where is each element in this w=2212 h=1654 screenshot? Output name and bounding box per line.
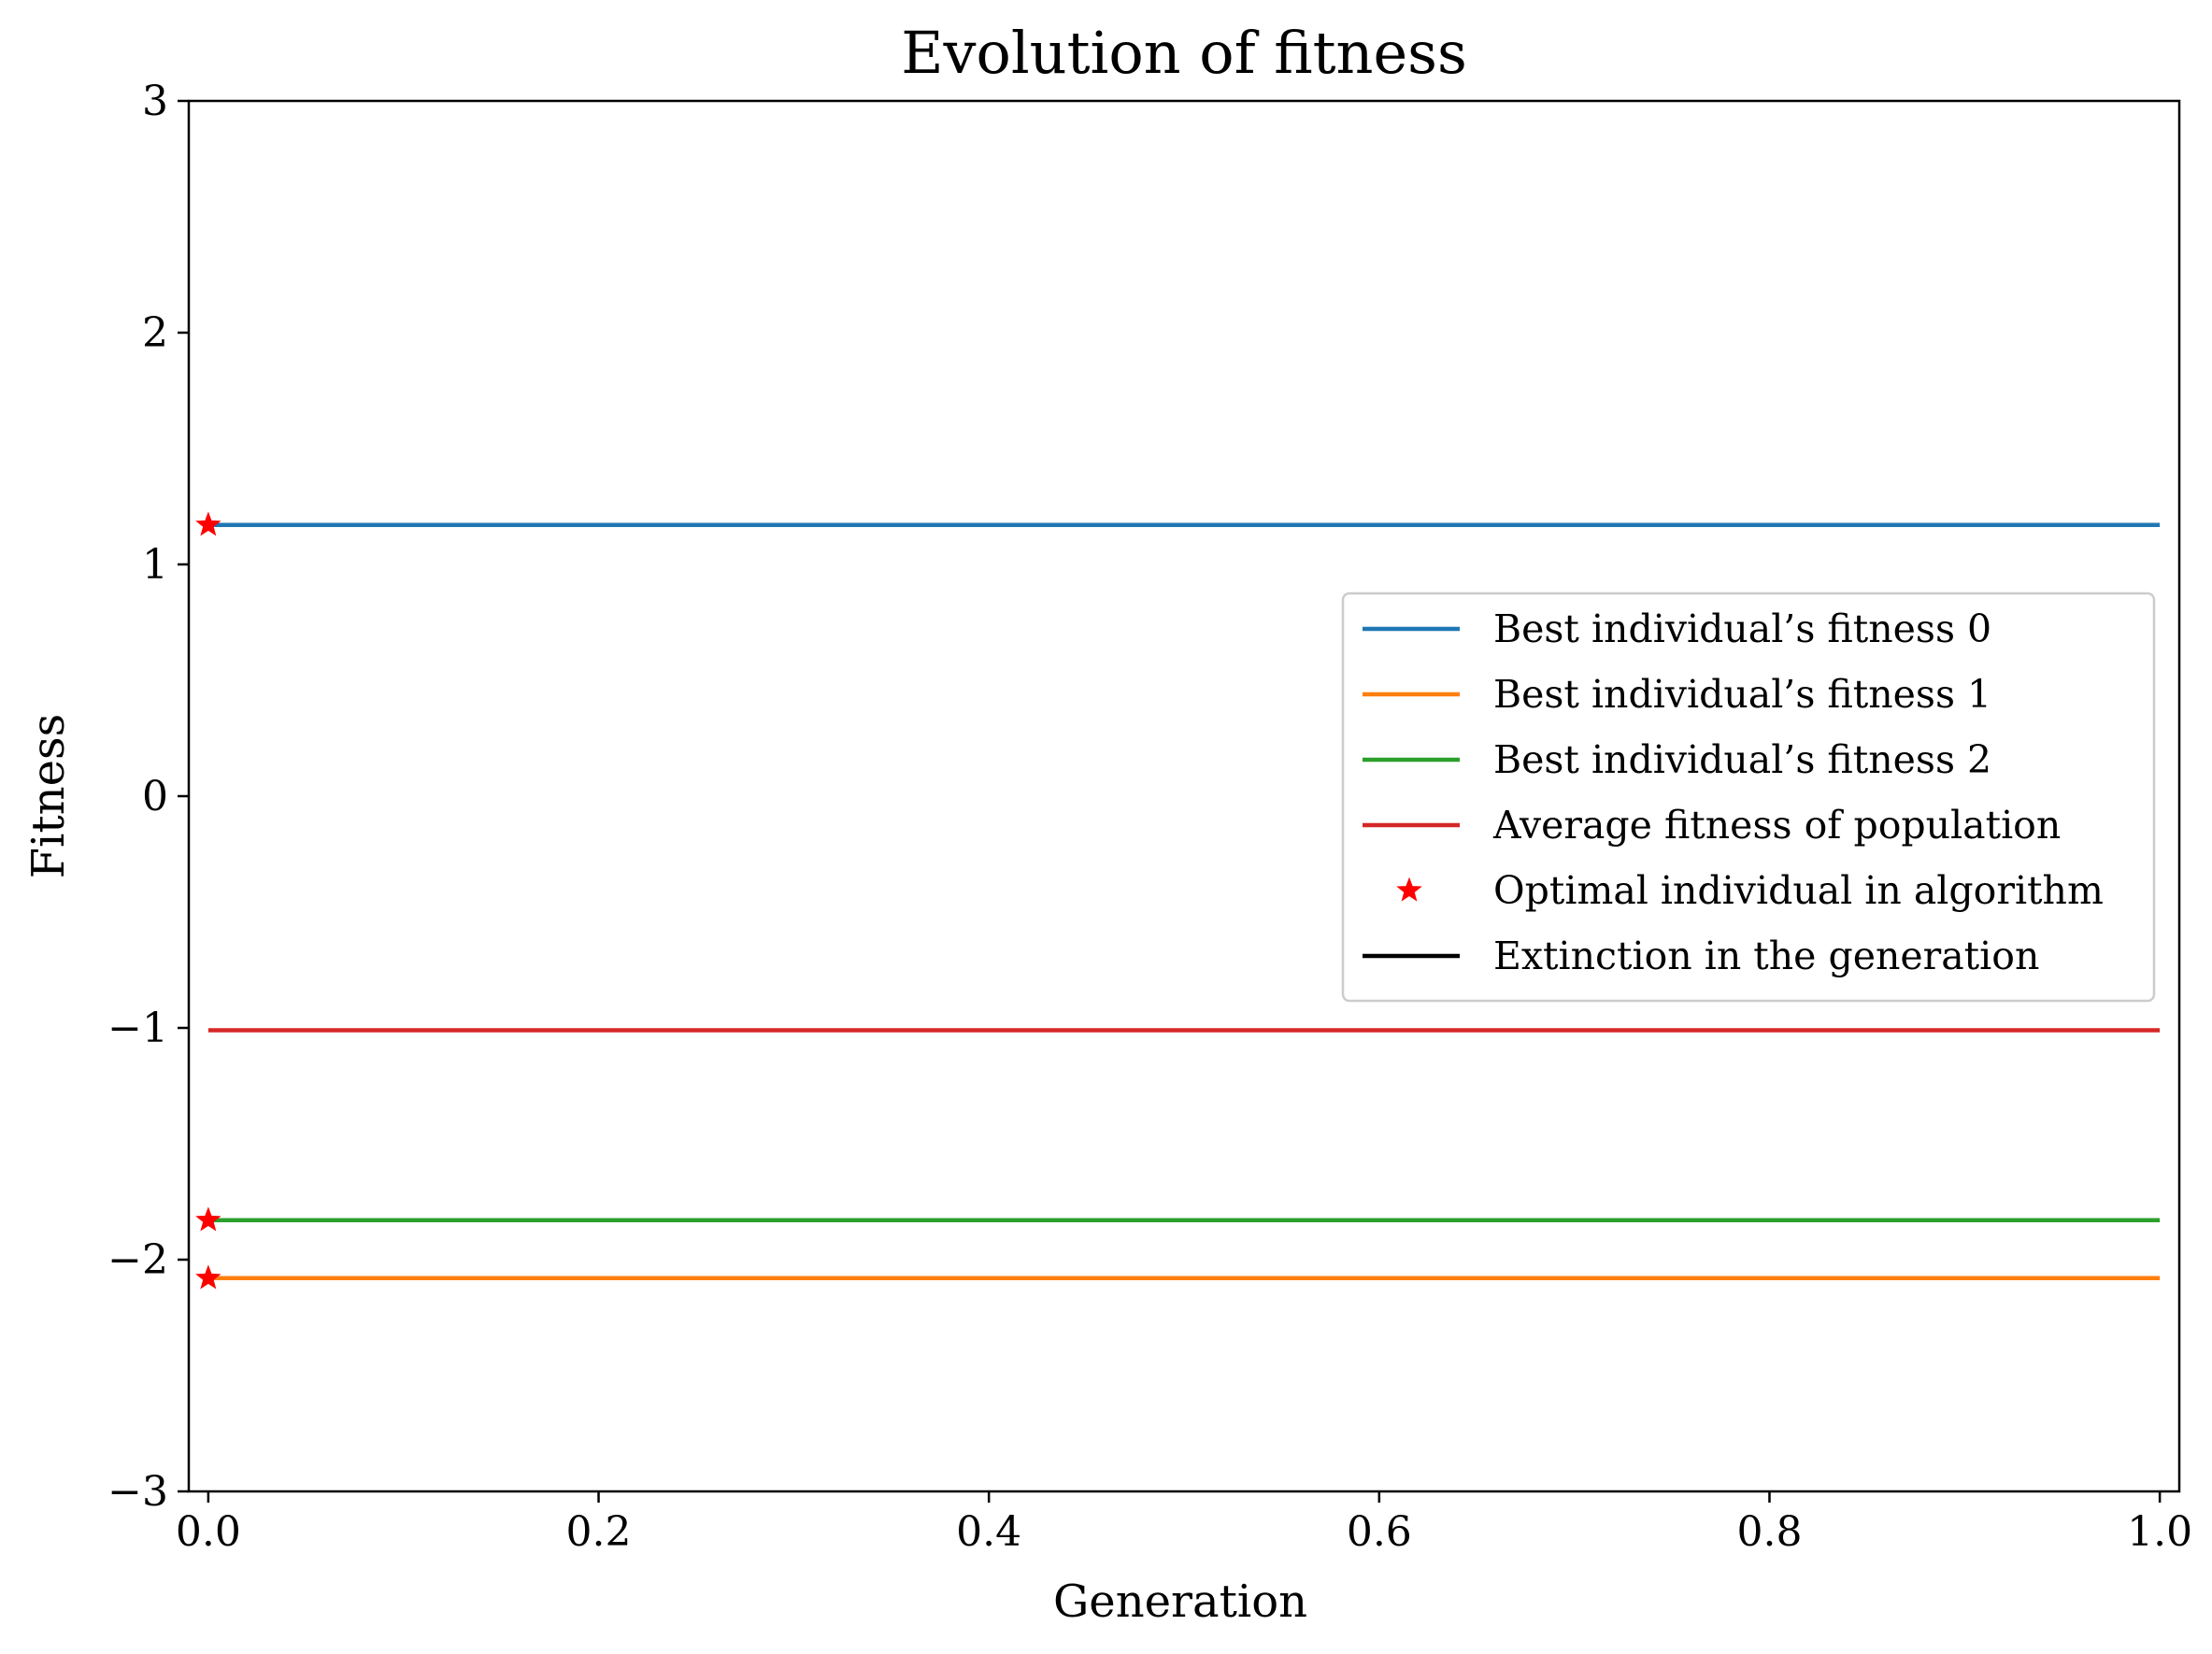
y-tick-label-6: 3 bbox=[142, 78, 168, 125]
x-tick-label-0: 0.0 bbox=[176, 1508, 241, 1556]
legend-label-1: Best individual’s fitness 1 bbox=[1493, 672, 1991, 717]
optimal-star-marker-1 bbox=[195, 1206, 221, 1232]
legend-box bbox=[1341, 592, 2156, 1003]
y-tick-label-2: −1 bbox=[107, 1005, 168, 1052]
y-tick-label-5: 2 bbox=[142, 309, 168, 357]
x-tick-label-4: 0.8 bbox=[1736, 1508, 1802, 1556]
legend-label-0: Best individual’s fitness 0 bbox=[1493, 606, 1991, 651]
x-tick-label-3: 0.6 bbox=[1347, 1508, 1412, 1556]
y-tick-label-3: 0 bbox=[142, 773, 168, 820]
x-tick-label-2: 0.4 bbox=[956, 1508, 1021, 1556]
x-axis-ticks: 0.0 0.2 0.4 0.6 0.8 1.0 bbox=[176, 1491, 2192, 1556]
legend-star-icon bbox=[1396, 877, 1422, 902]
y-tick-label-4: 1 bbox=[142, 541, 168, 589]
y-axis-label: Fitness bbox=[22, 714, 75, 879]
x-tick-label-1: 0.2 bbox=[566, 1508, 632, 1556]
plot-content bbox=[195, 511, 2161, 1290]
y-axis-ticks: −3 −2 −1 0 1 2 3 bbox=[107, 78, 189, 1516]
legend-label-3: Average fitness of population bbox=[1492, 803, 2061, 848]
chart-title: Evolution of fitness bbox=[901, 19, 1467, 87]
legend-label-2: Best individual’s fitness 2 bbox=[1493, 737, 1991, 782]
x-tick-label-5: 1.0 bbox=[2127, 1508, 2192, 1556]
legend-label-5: Extinction in the generation bbox=[1493, 934, 2039, 978]
legend: Best individual’s fitness 0 Best individu… bbox=[1341, 592, 2156, 1003]
optimal-star-marker-0 bbox=[195, 511, 221, 536]
optimal-star-marker-2 bbox=[195, 1264, 221, 1290]
legend-label-4: Optimal individual in algorithm bbox=[1493, 868, 2104, 913]
x-axis-label: Generation bbox=[1053, 1576, 1307, 1628]
y-tick-label-0: −3 bbox=[107, 1468, 168, 1516]
y-tick-label-1: −2 bbox=[107, 1236, 168, 1284]
